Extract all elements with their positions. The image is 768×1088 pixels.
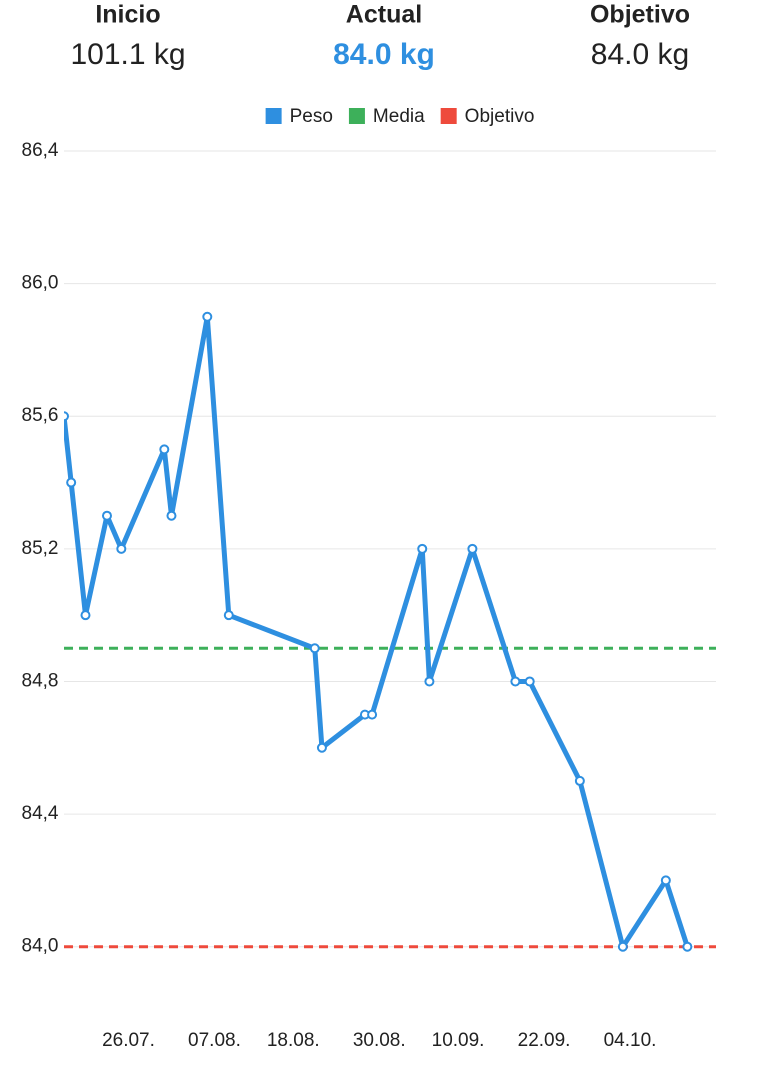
data-point (101, 510, 112, 521)
data-point (80, 610, 91, 621)
y-tick-label: 84,4 (22, 803, 59, 824)
data-point (116, 543, 127, 554)
data-point (309, 643, 320, 654)
stat-label: Inicio (95, 1, 160, 29)
stat-label: Objetivo (590, 1, 690, 29)
y-tick-label: 86,4 (22, 140, 59, 161)
data-point (682, 941, 693, 952)
data-point (660, 875, 671, 886)
x-tick-label: 30.08. (353, 1030, 406, 1051)
data-point (424, 676, 435, 687)
x-tick-label: 22.09. (518, 1030, 571, 1051)
data-point (467, 543, 478, 554)
x-tick-label: 18.08. (267, 1030, 320, 1051)
data-point (223, 610, 234, 621)
plot-area (64, 311, 716, 952)
data-point (367, 709, 378, 720)
data-point (316, 742, 327, 753)
stat-value: 101.1 kg (70, 38, 185, 71)
legend-swatch (265, 108, 282, 124)
y-tick-label: 86,0 (22, 273, 59, 294)
legend-label: Media (373, 106, 425, 127)
y-tick-label: 85,2 (22, 538, 59, 559)
y-tick-label: 84,8 (22, 670, 59, 691)
data-point (510, 676, 521, 687)
data-point (417, 543, 428, 554)
x-tick-label: 26.07. (102, 1030, 155, 1051)
stat-label: Actual (346, 1, 422, 29)
data-point (64, 411, 69, 422)
data-point (617, 941, 628, 952)
x-tick-label: 07.08. (188, 1030, 241, 1051)
legend-label: Objetivo (465, 106, 535, 127)
data-point (159, 444, 170, 455)
x-tick-label: 04.10. (604, 1030, 657, 1051)
data-point (202, 311, 213, 322)
data-point (166, 510, 177, 521)
legend-swatch (348, 108, 365, 124)
data-point (524, 676, 535, 687)
stat-value: 84.0 kg (333, 38, 435, 71)
series-line (64, 314, 690, 950)
y-tick-label: 84,0 (22, 936, 59, 957)
stat-value: 84.0 kg (591, 38, 689, 71)
legend: Peso Media Objetivo (265, 106, 535, 127)
legend-swatch (440, 108, 457, 124)
data-point (66, 477, 77, 488)
legend-label: Peso (290, 106, 333, 127)
data-point (574, 775, 585, 786)
y-tick-label: 85,6 (22, 405, 59, 426)
x-tick-label: 10.09. (432, 1030, 485, 1051)
